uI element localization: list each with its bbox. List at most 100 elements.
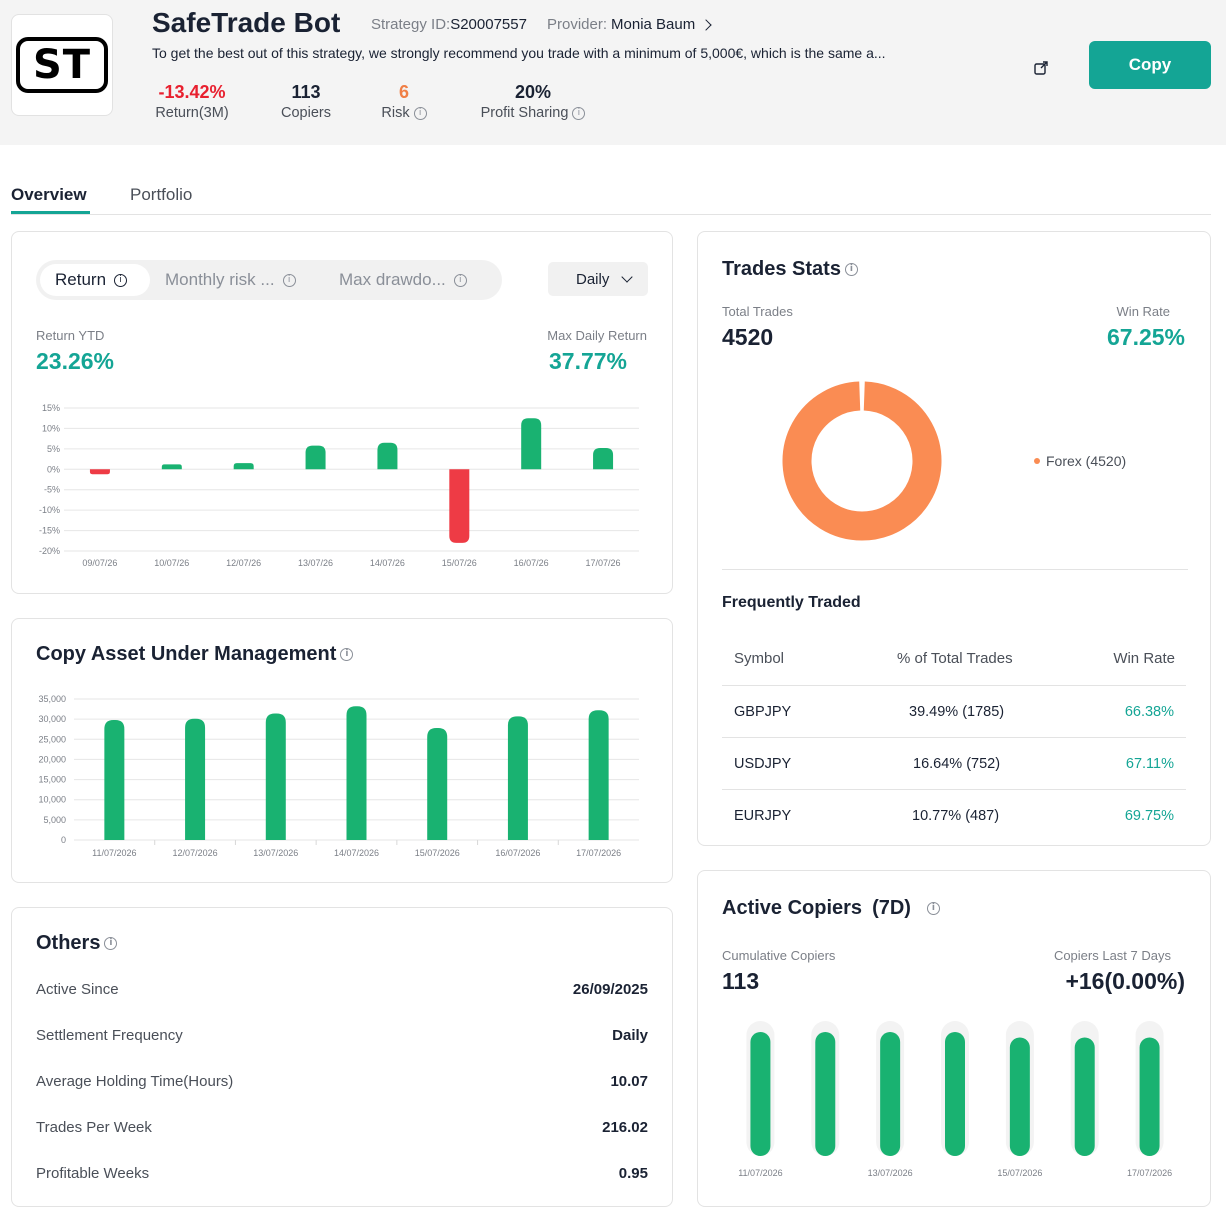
y-tick-label: 0% xyxy=(47,464,60,474)
other-row: Settlement Frequency Daily xyxy=(36,1027,648,1044)
bar xyxy=(89,469,110,475)
bar xyxy=(593,448,614,470)
x-tick-label: 13/07/2026 xyxy=(868,1168,913,1178)
other-value: Daily xyxy=(612,1027,648,1044)
info-icon[interactable]: i xyxy=(413,106,427,120)
strategy-id-value: S20007557 xyxy=(450,16,527,33)
table-row[interactable]: USDJPY 16.64% (752) 67.11% xyxy=(722,737,1186,789)
pct-cell: 39.49% (1785) xyxy=(909,704,1005,720)
segment-return-label: Return xyxy=(55,270,107,289)
donut-legend: Forex (4520) xyxy=(1034,453,1126,469)
table-row[interactable]: EURJPY 10.77% (487) 69.75% xyxy=(722,789,1186,841)
x-tick-label: 13/07/26 xyxy=(298,558,333,568)
aum-bar-chart: 35,000 30,000 25,000 20,000 15,000 10,000 5,00… xyxy=(38,694,639,858)
info-icon[interactable]: i xyxy=(104,937,118,950)
x-tick-label: 15/07/2026 xyxy=(415,848,460,858)
metric-profit-sharing-value: 20% xyxy=(514,82,552,102)
col-header-symbol: Symbol xyxy=(734,650,785,667)
y-tick-label: 35,000 xyxy=(38,694,66,704)
chevron-right-icon xyxy=(700,18,712,31)
bar xyxy=(377,442,398,470)
strategy-logo: ST xyxy=(11,14,113,116)
trades-stats-title: Trades Stats xyxy=(722,258,841,280)
info-icon[interactable]: i xyxy=(340,648,354,661)
x-tick-label: 16/07/26 xyxy=(514,558,549,568)
x-tick-label: 10/07/26 xyxy=(154,558,189,568)
win-rate-label: Win Rate xyxy=(1116,304,1170,319)
copy-button[interactable]: Copy xyxy=(1089,41,1211,89)
segment-max-drawdown[interactable]: Max drawdo... i xyxy=(324,264,494,296)
other-label: Active Since xyxy=(36,981,119,998)
logo-mark: ST xyxy=(16,37,108,93)
y-tick-label: -10% xyxy=(39,505,60,515)
frequently-traded-table: Symbol % of Total Trades Win Rate GBPJPY… xyxy=(698,620,1212,840)
table-row[interactable]: GBPJPY 39.49% (1785) 66.38% xyxy=(722,685,1186,737)
x-tick-label: 09/07/26 xyxy=(82,558,117,568)
provider-link[interactable]: Provider: Monia Baum xyxy=(547,16,712,33)
tab-overview[interactable]: Overview xyxy=(11,185,87,204)
x-tick-label: 14/07/2026 xyxy=(334,848,379,858)
info-icon: i xyxy=(114,273,128,287)
pie-slice xyxy=(782,381,942,541)
external-link-icon[interactable] xyxy=(1034,61,1048,75)
x-tick-label: 17/07/2026 xyxy=(1127,1168,1172,1178)
info-icon[interactable]: i xyxy=(926,902,940,915)
metric-return-value: -13.42% xyxy=(158,82,226,102)
x-tick-label: 15/07/2026 xyxy=(997,1168,1042,1178)
active-copiers-title: Active Copiers xyxy=(722,897,863,919)
x-tick-label: 15/07/26 xyxy=(442,558,477,568)
segment-max-drawdown-label: Max drawdo... xyxy=(339,270,446,289)
other-row: Profitable Weeks 0.95 xyxy=(36,1165,648,1182)
x-tick-label: 11/07/2026 xyxy=(738,1168,782,1178)
active-copiers-period: (7D) xyxy=(872,897,911,919)
info-icon[interactable]: i xyxy=(844,263,858,276)
y-tick-label: -15% xyxy=(39,526,60,536)
metric-return-label: Return(3M) xyxy=(155,105,229,121)
period-dropdown-value: Daily xyxy=(576,270,610,288)
strategy-description: To get the best out of this strategy, we… xyxy=(152,45,886,61)
bar xyxy=(185,718,206,840)
y-tick-label: 20,000 xyxy=(38,754,66,764)
segment-return[interactable]: Return i xyxy=(40,264,150,296)
win-cell: 69.75% xyxy=(1124,808,1174,824)
copiers-last-7-days-value: +16(0.00%) xyxy=(1065,968,1185,994)
aum-title: Copy Asset Under Management xyxy=(36,643,337,665)
pct-cell: 10.77% (487) xyxy=(912,808,1000,824)
strategy-id-label: Strategy ID: xyxy=(371,16,451,33)
cumulative-copiers-value: 113 xyxy=(722,968,760,994)
divider xyxy=(722,569,1188,570)
return-ytd-value: 23.26% xyxy=(36,348,115,374)
total-trades-label: Total Trades xyxy=(722,304,793,319)
copiers-last-7-days-label: Copiers Last 7 Days xyxy=(1053,948,1171,963)
y-tick-label: 5% xyxy=(47,444,60,454)
period-dropdown[interactable]: Daily xyxy=(548,262,648,296)
return-card: Return i Monthly risk ... i Max drawdo... i… xyxy=(11,231,673,594)
active-tab-indicator xyxy=(11,211,90,214)
other-value: 216.02 xyxy=(602,1119,648,1136)
bar xyxy=(104,719,125,840)
active-copiers-card: Active Copiers (7D) i Cumulative Copiers… xyxy=(697,870,1211,1207)
bar xyxy=(880,1031,901,1156)
x-tick-label: 16/07/2026 xyxy=(495,848,540,858)
bar xyxy=(161,464,182,470)
y-tick-label: 25,000 xyxy=(38,734,66,744)
x-tick-label: 17/07/26 xyxy=(586,558,621,568)
bar xyxy=(588,710,609,840)
provider-name: Monia Baum xyxy=(611,16,696,33)
metric-profit-sharing-label: Profit Sharing xyxy=(480,105,569,121)
pct-cell: 16.64% (752) xyxy=(913,756,1001,772)
bar xyxy=(1074,1037,1095,1156)
bar xyxy=(521,418,542,470)
symbol-cell: USDJPY xyxy=(734,756,792,772)
bar xyxy=(750,1031,771,1156)
others-title: Others xyxy=(36,932,101,954)
win-rate-value: 67.25% xyxy=(1106,324,1185,350)
other-row: Trades Per Week 216.02 xyxy=(36,1119,648,1136)
bar xyxy=(233,463,254,470)
tab-portfolio[interactable]: Portfolio xyxy=(130,185,193,204)
bar xyxy=(507,716,528,840)
segment-monthly-risk[interactable]: Monthly risk ... i xyxy=(150,264,320,296)
other-row: Average Holding Time(Hours) 10.07 xyxy=(36,1073,648,1090)
info-icon[interactable]: i xyxy=(572,106,586,120)
other-label: Trades Per Week xyxy=(36,1119,152,1136)
